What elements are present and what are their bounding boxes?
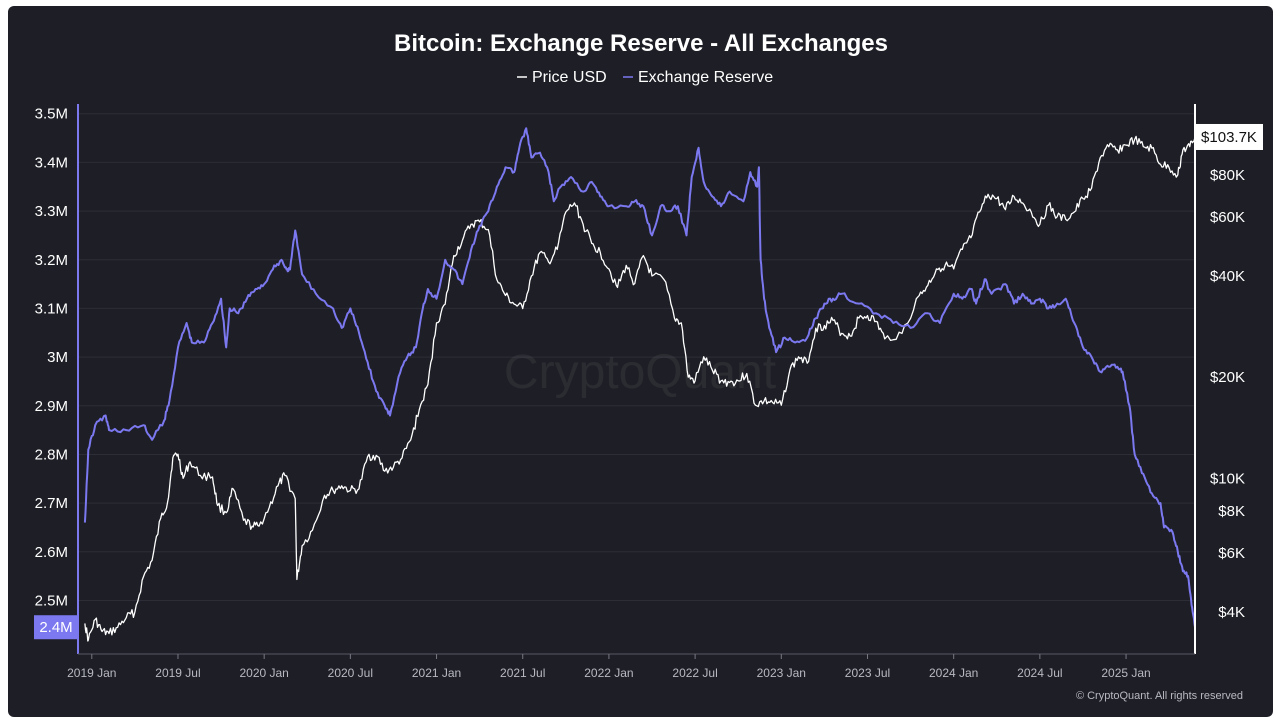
price-usd-line bbox=[84, 135, 1196, 642]
x-tick-label: 2019 Jan bbox=[67, 666, 116, 680]
x-tick-label: 2023 Jul bbox=[845, 666, 890, 680]
x-tick-label: 2025 Jan bbox=[1101, 666, 1150, 680]
x-tick-label: 2021 Jan bbox=[412, 666, 461, 680]
right-tick-label: $4K bbox=[1218, 604, 1245, 621]
chart-title: Bitcoin: Exchange Reserve - All Exchange… bbox=[394, 30, 888, 57]
left-current-value-badge: 2.4M bbox=[34, 615, 78, 640]
legend-reserve-label[interactable]: Exchange Reserve bbox=[638, 69, 773, 86]
left-tick-label: 3.5M bbox=[35, 106, 68, 123]
x-tick-label: 2019 Jul bbox=[155, 666, 200, 680]
right-current-badge-bg bbox=[1195, 123, 1263, 150]
x-tick-label: 2021 Jul bbox=[500, 666, 545, 680]
exchange-reserve-line bbox=[83, 127, 1196, 628]
x-tick-label: 2024 Jul bbox=[1017, 666, 1062, 680]
x-tick-label: 2022 Jul bbox=[672, 666, 717, 680]
x-tick-label: 2020 Jul bbox=[328, 666, 373, 680]
left-tick-label: 3M bbox=[47, 349, 68, 366]
gridlines bbox=[78, 113, 1195, 601]
right-tick-label: $10K bbox=[1210, 470, 1245, 487]
left-tick-label: 2.5M bbox=[35, 592, 68, 609]
left-tick-label: 2.8M bbox=[35, 446, 68, 463]
left-tick-label: 3.2M bbox=[35, 252, 68, 269]
right-tick-label: $40K bbox=[1210, 268, 1245, 285]
legend[interactable]: Price USD Exchange Reserve bbox=[517, 69, 773, 86]
x-axis-ticks: 2019 Jan 2019 Jul 2020 Jan 2020 Jul 2021 Jan… bbox=[67, 654, 1151, 680]
left-tick-label: 2.6M bbox=[35, 544, 68, 561]
copyright: © CryptoQuant. All rights reserved bbox=[1076, 690, 1243, 702]
left-tick-label: 3.1M bbox=[35, 300, 68, 317]
chart-frame: Bitcoin: Exchange Reserve - All Exchange… bbox=[8, 6, 1273, 717]
x-tick-label: 2024 Jan bbox=[929, 666, 978, 680]
x-tick-label: 2020 Jan bbox=[239, 666, 288, 680]
left-tick-label: 2.9M bbox=[35, 398, 68, 415]
right-current-value-badge: $103.7K bbox=[1195, 123, 1263, 150]
right-tick-label: $6K bbox=[1218, 545, 1245, 562]
series-layer bbox=[83, 127, 1196, 642]
left-tick-label: 2.7M bbox=[35, 495, 68, 512]
left-axis-ticks: 3.5M 3.4M 3.3M 3.2M 3.1M 3M 2.9M 2.8M 2.7M 2.6M 2.… bbox=[35, 106, 68, 610]
right-axis-ticks: $80K $60K $40K $20K $10K $8K $6K $4K bbox=[1210, 167, 1245, 621]
left-current-badge-bg bbox=[34, 615, 78, 640]
left-current-badge-label: 2.4M bbox=[39, 619, 72, 636]
left-tick-label: 3.3M bbox=[35, 203, 68, 220]
x-tick-label: 2022 Jan bbox=[584, 666, 633, 680]
right-current-badge-label: $103.7K bbox=[1201, 129, 1257, 146]
x-tick-label: 2023 Jan bbox=[757, 666, 806, 680]
legend-price-label[interactable]: Price USD bbox=[532, 69, 607, 86]
right-tick-label: $20K bbox=[1210, 369, 1245, 386]
right-tick-label: $80K bbox=[1210, 167, 1245, 184]
chart-svg: Bitcoin: Exchange Reserve - All Exchange… bbox=[34, 30, 1263, 702]
left-tick-label: 3.4M bbox=[35, 154, 68, 171]
right-tick-label: $60K bbox=[1210, 209, 1245, 226]
right-tick-label: $8K bbox=[1218, 503, 1245, 520]
watermark: CryptoQuant bbox=[504, 346, 776, 399]
